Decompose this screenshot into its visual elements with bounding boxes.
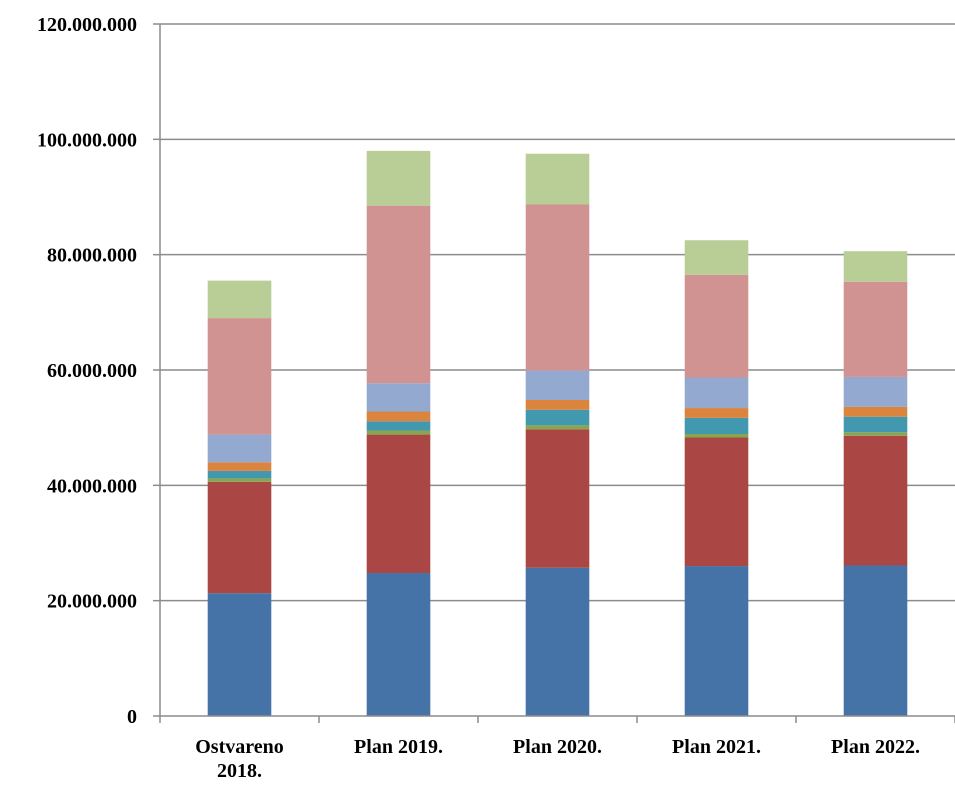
- bar-segment: [843, 435, 908, 566]
- bar-segment: [207, 280, 272, 319]
- bar-segment: [843, 416, 908, 433]
- bar-segment: [684, 240, 749, 275]
- bar-segment: [843, 565, 908, 716]
- bar-segment: [843, 406, 908, 417]
- bar-segment: [525, 567, 590, 716]
- bar-segment: [207, 481, 272, 594]
- y-tick-label: 100.000.000: [37, 129, 137, 151]
- bars: [207, 150, 908, 716]
- axes: [153, 23, 955, 723]
- bar-segment: [366, 411, 431, 422]
- bar-segment: [207, 318, 272, 435]
- bar-segment: [684, 566, 749, 716]
- bar-segment: [366, 421, 431, 431]
- y-tick-label: 60.000.000: [47, 360, 137, 382]
- bar-segment: [366, 572, 431, 716]
- x-tick-label-line: Plan 2022.: [831, 736, 920, 758]
- bar-segment: [207, 478, 272, 482]
- bar-segment: [684, 274, 749, 378]
- x-tick-label-line: Plan 2019.: [354, 736, 443, 758]
- bar-segment: [207, 470, 272, 479]
- bar-segment: [843, 281, 908, 377]
- bar-segment: [525, 153, 590, 205]
- y-tick-label: 80.000.000: [47, 245, 137, 267]
- bar-segment: [366, 150, 431, 206]
- bar-segment: [684, 408, 749, 418]
- x-tick-label: Plan 2019.: [354, 736, 443, 758]
- bar-segment: [684, 437, 749, 567]
- bar-segment: [843, 432, 908, 436]
- bar-segment: [684, 434, 749, 438]
- bar-segment: [366, 430, 431, 435]
- x-tick-label-line: 2018.: [217, 760, 262, 782]
- bar-segment: [207, 593, 272, 716]
- bar-segment: [684, 377, 749, 409]
- x-tick-label: Plan 2022.: [831, 736, 920, 758]
- bar-segment: [366, 434, 431, 573]
- bar-segment: [525, 204, 590, 371]
- bar-segment: [366, 383, 431, 412]
- y-tick-label: 120.000.000: [37, 14, 137, 36]
- bar-segment: [525, 370, 590, 400]
- bar-segment: [843, 251, 908, 282]
- x-tick-label: Ostvareno 2018.: [195, 736, 284, 782]
- bar-segment: [525, 425, 590, 430]
- x-tick-label-line: Plan 2020.: [513, 736, 602, 758]
- bar-segment: [525, 399, 590, 410]
- bar-segment: [525, 409, 590, 426]
- x-tick-label-line: Plan 2021.: [672, 736, 761, 758]
- bar-segment: [207, 462, 272, 471]
- tick-labels: 0 20.000.000 40.000.000 60.000.000 80.000.00…: [37, 14, 920, 782]
- bar-segment: [207, 434, 272, 463]
- bar-segment: [366, 205, 431, 384]
- y-tick-label: 20.000.000: [47, 591, 137, 613]
- bar-segment: [525, 429, 590, 568]
- x-tick-label: Plan 2021.: [672, 736, 761, 758]
- y-tick-label: 40.000.000: [47, 475, 137, 497]
- x-tick-label: Plan 2020.: [513, 736, 602, 758]
- x-tick-label-line: Ostvareno: [195, 736, 284, 758]
- bar-segment: [843, 376, 908, 407]
- bar-segment: [684, 417, 749, 435]
- y-tick-label: 0: [127, 706, 137, 728]
